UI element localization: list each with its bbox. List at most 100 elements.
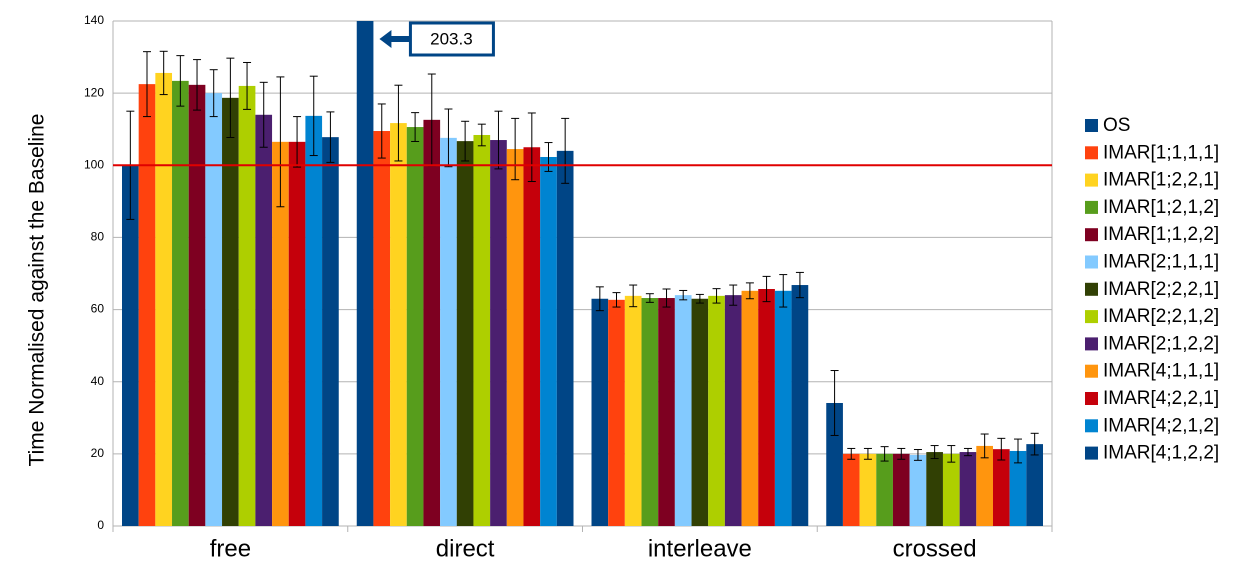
bar	[523, 147, 541, 526]
error-bar	[897, 447, 906, 460]
x-tick-label: interleave	[648, 535, 752, 562]
error-bar	[662, 288, 671, 308]
error-bar	[830, 370, 839, 436]
bar	[1026, 444, 1043, 526]
bar	[506, 149, 524, 526]
bar	[255, 114, 273, 527]
bar	[942, 453, 960, 526]
error-bar	[511, 117, 520, 181]
bar	[373, 131, 391, 526]
bar	[608, 299, 625, 526]
bar	[288, 141, 306, 526]
y-tick-label: 80	[91, 230, 105, 244]
error-bar	[745, 282, 754, 300]
bar	[556, 150, 574, 526]
legend-swatch	[1085, 364, 1098, 378]
bar	[892, 453, 910, 526]
x-tick-label: free	[210, 535, 251, 562]
bar	[1009, 450, 1027, 526]
bar	[423, 119, 441, 526]
error-bar	[795, 271, 804, 299]
error-bar	[679, 289, 688, 301]
bar	[791, 285, 809, 526]
error-bar	[444, 108, 453, 168]
y-tick-label: 0	[97, 518, 104, 532]
error-bar	[159, 50, 168, 96]
legend-label: IMAR[1;2,1,2]	[1103, 197, 1219, 218]
legend-label: IMAR[2;2,2,1]	[1103, 279, 1219, 300]
x-tick-label: crossed	[893, 535, 977, 562]
bar	[758, 289, 775, 526]
annotation-box	[408, 21, 495, 57]
error-bar	[276, 76, 285, 208]
bar	[859, 453, 877, 526]
bar	[490, 140, 507, 527]
bar	[691, 298, 709, 526]
legend-label: IMAR[1;2,2,1]	[1103, 170, 1219, 191]
error-bar	[411, 112, 420, 142]
legend-swatch	[1085, 337, 1098, 351]
error-bar	[612, 292, 621, 308]
y-tick-label: 60	[91, 302, 105, 316]
bar	[976, 445, 993, 526]
error-bar	[293, 116, 302, 168]
bar	[473, 134, 491, 526]
legend-label: IMAR[2;1,2,2]	[1103, 333, 1219, 354]
bar	[658, 298, 675, 526]
error-bar	[243, 61, 252, 110]
error-bar	[779, 274, 788, 308]
error-bar	[209, 69, 218, 118]
error-bar	[193, 59, 202, 111]
error-bar	[762, 275, 771, 303]
error-bar	[645, 293, 654, 303]
bar	[540, 156, 557, 526]
bar	[456, 141, 474, 526]
legend-swatch	[1085, 446, 1098, 460]
bar	[591, 298, 609, 526]
bar	[440, 137, 457, 526]
bar	[992, 449, 1010, 526]
x-tick-label: direct	[436, 535, 495, 562]
error-bar	[544, 142, 553, 172]
bar	[356, 21, 374, 527]
error-bar	[712, 288, 721, 304]
error-bar	[561, 117, 570, 184]
bar	[390, 123, 407, 526]
legend-label: IMAR[1;1,2,2]	[1103, 224, 1219, 245]
legend-swatch	[1085, 419, 1098, 433]
bar	[188, 84, 206, 526]
bar	[222, 97, 239, 526]
legend-swatch	[1085, 282, 1098, 296]
legend-label: OS	[1103, 115, 1130, 136]
bar	[122, 165, 139, 527]
bar	[272, 141, 289, 526]
bar	[172, 80, 189, 526]
error-bar	[259, 81, 268, 148]
bar	[406, 127, 424, 527]
y-tick-label: 100	[84, 157, 104, 171]
y-tick-label: 40	[91, 374, 105, 388]
error-bar	[847, 447, 856, 460]
bar	[674, 295, 692, 526]
error-bar	[309, 75, 318, 157]
y-tick-label: 20	[91, 446, 105, 460]
error-bar	[729, 284, 738, 306]
error-bar	[595, 286, 604, 312]
annotation-label: 203.3	[430, 29, 473, 48]
legend-label: IMAR[1;1,1,1]	[1103, 142, 1219, 163]
bar	[926, 452, 943, 526]
bar	[624, 295, 642, 526]
legend-swatch	[1085, 200, 1098, 214]
bar	[741, 290, 759, 526]
bar	[826, 402, 843, 526]
error-bar	[143, 51, 152, 118]
error-bar	[980, 433, 989, 459]
error-bar	[629, 284, 638, 308]
bar	[909, 454, 927, 526]
error-bar	[394, 84, 403, 162]
error-bar	[1013, 438, 1022, 464]
error-bar	[963, 447, 972, 457]
error-bar	[930, 445, 939, 460]
bar	[842, 453, 860, 526]
